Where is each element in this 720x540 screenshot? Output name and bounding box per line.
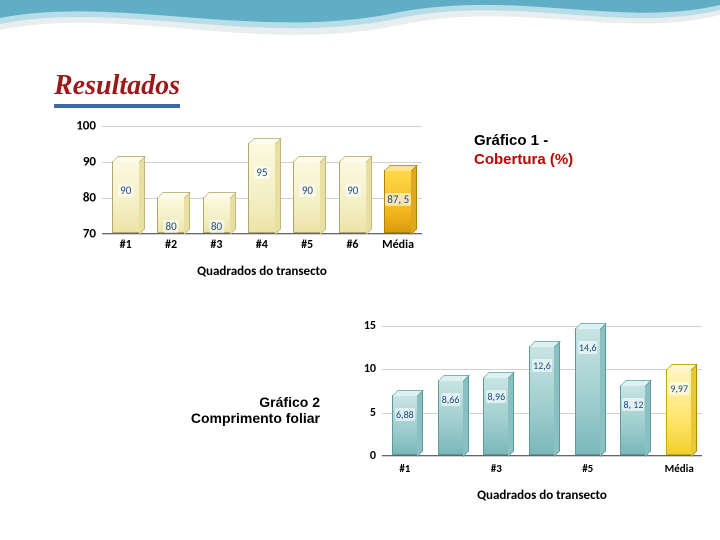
chart2-ytick: 5 (356, 406, 376, 420)
chart2-bar: 8,66 (438, 380, 464, 455)
chart2-xlabel: Média (662, 462, 696, 475)
chart1-xlabel: #6 (337, 238, 368, 252)
slide-title: Resultados (54, 70, 180, 108)
chart2-bar-value: 6,88 (395, 408, 415, 421)
chart2-ytick: 15 (356, 319, 376, 333)
chart2-xlabel (434, 462, 468, 475)
chart2-bar: 6,88 (392, 395, 418, 455)
chart1-gridline (102, 234, 422, 235)
chart2-gridline (382, 456, 702, 457)
decorative-wave (0, 0, 720, 70)
chart1: 70 80 90 100 90 80 80 95 90 90 87, 5 #1 #2 #3 #4 #5 #6… (60, 120, 440, 300)
chart1-caption-line1: Gráfico 1 - (474, 132, 548, 149)
chart1-bar-value: 95 (254, 166, 269, 179)
chart2-xlabel: #5 (571, 462, 605, 475)
chart2-ytick: 0 (356, 449, 376, 463)
chart1-xlabel: #3 (201, 238, 232, 252)
chart2-bar-value: 9,97 (669, 382, 689, 395)
chart1-xlabel: #2 (155, 238, 186, 252)
chart1-ytick: 70 (70, 227, 96, 242)
chart1-bar: 80 (203, 197, 231, 233)
chart1-bar-value: 87, 5 (385, 193, 411, 206)
chart2-bar-value: 8,66 (441, 393, 461, 406)
chart1-xlabel: #5 (291, 238, 322, 252)
chart1-ytick: 80 (70, 191, 96, 206)
chart1-bar-value: 90 (300, 184, 315, 197)
chart1-caption-line2: Cobertura (%) (474, 151, 573, 168)
chart2-bar-value: 8, 12 (622, 398, 644, 411)
chart1-plot: 90 80 80 95 90 90 87, 5 (102, 126, 422, 234)
chart2-caption: Gráfico 2 Comprimento foliar (140, 394, 320, 426)
chart1-bar-value: 90 (345, 184, 360, 197)
chart1-ytick: 100 (70, 119, 96, 134)
chart2-caption-line2: Comprimento foliar (140, 410, 320, 426)
chart2-xtitle: Quadrados do transecto (382, 488, 702, 503)
chart2-bar: 12,6 (529, 346, 555, 455)
chart2-caption-line1: Gráfico 2 (140, 394, 320, 410)
chart2: 0 5 10 15 6,88 8,66 8,96 12,6 14,6 8, 12 9,97 #1 #… (350, 320, 710, 520)
chart1-caption: Gráfico 1 - Cobertura (%) (470, 130, 630, 172)
chart2-bar: 8, 12 (620, 385, 646, 455)
chart1-bar-value: 80 (209, 220, 224, 233)
chart1-bar: 90 (112, 161, 140, 233)
chart1-bar: 90 (293, 161, 321, 233)
chart2-bar: 9,97 (666, 369, 692, 455)
chart2-xlabel (617, 462, 651, 475)
chart1-bar: 87, 5 (384, 170, 412, 233)
chart2-ytick: 10 (356, 362, 376, 376)
chart1-xtitle: Quadrados do transecto (102, 264, 422, 279)
chart1-xlabel: #4 (246, 238, 277, 252)
chart1-bar-value: 90 (118, 184, 133, 197)
chart2-plot: 6,88 8,66 8,96 12,6 14,6 8, 12 9,97 (382, 326, 702, 456)
chart2-xlabel (525, 462, 559, 475)
chart2-bar-value: 8,96 (486, 390, 506, 403)
chart1-xlabel: #1 (110, 238, 141, 252)
chart2-bar: 8,96 (483, 377, 509, 455)
chart1-bar-value: 80 (164, 220, 179, 233)
chart2-bar-value: 12,6 (532, 359, 552, 372)
chart1-bar: 95 (248, 143, 276, 233)
chart2-bar-value: 14,6 (578, 341, 598, 354)
chart1-bar: 80 (157, 197, 185, 233)
chart2-bar: 14,6 (575, 328, 601, 455)
chart1-ytick: 90 (70, 155, 96, 170)
chart2-xlabel: #1 (388, 462, 422, 475)
chart2-xlabel: #3 (479, 462, 513, 475)
chart1-bar: 90 (339, 161, 367, 233)
chart1-xlabel: Média (382, 238, 414, 252)
